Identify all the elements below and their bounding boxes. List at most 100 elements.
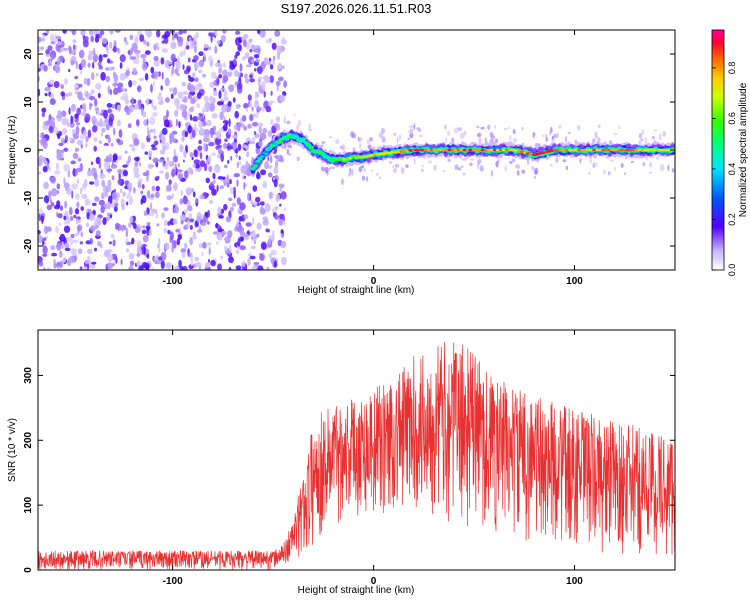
spectrogram-noise-speck bbox=[57, 110, 62, 119]
spectrogram-noise-speck bbox=[129, 34, 134, 40]
spectrogram-faint-speck bbox=[640, 133, 643, 138]
spectrogram-noise-speck bbox=[227, 100, 232, 107]
spectrogram-noise-speck bbox=[107, 136, 111, 144]
spectrogram-noise-speck bbox=[84, 198, 91, 206]
spectrogram-noise-speck bbox=[43, 65, 48, 72]
spectrogram-noise-speck bbox=[196, 102, 201, 109]
spectrogram-noise-speck bbox=[188, 264, 194, 270]
spectrogram-faint-speck bbox=[358, 166, 363, 173]
spectrogram-noise-speck bbox=[216, 77, 220, 85]
spectrogram-noise-speck bbox=[253, 130, 257, 136]
spectrogram-noise-speck bbox=[245, 77, 250, 84]
spectrogram-noise-speck bbox=[108, 153, 113, 160]
spectrogram-noise-speck bbox=[63, 182, 70, 189]
spectrogram-noise-speck bbox=[227, 230, 233, 239]
spectrogram-noise-speck bbox=[91, 261, 97, 265]
spectrogram-noise-speck bbox=[256, 222, 262, 230]
spectrogram-noise-speck bbox=[77, 157, 82, 162]
spectrogram-noise-speck bbox=[188, 77, 195, 82]
spectrogram-noise-speck bbox=[149, 202, 153, 211]
spectrogram-noise-speck bbox=[214, 137, 222, 146]
spectrogram-faint-speck bbox=[552, 135, 554, 140]
spectrogram-noise-speck bbox=[189, 152, 194, 158]
spectrogram-noise-speck bbox=[38, 171, 42, 175]
spectrogram-noise-speck bbox=[261, 107, 265, 112]
spectrogram-noise-speck bbox=[164, 242, 170, 251]
spectrogram-noise-speck bbox=[216, 130, 222, 140]
spectrogram-faint-speck bbox=[477, 133, 481, 137]
spectrogram-noise-speck bbox=[138, 77, 145, 81]
spectrogram-noise-speck bbox=[234, 54, 238, 59]
spectrogram-noise-speck bbox=[238, 155, 241, 161]
spectrogram-noise-speck bbox=[95, 82, 102, 91]
spectrogram-noise-speck bbox=[221, 176, 226, 180]
spectrogram-noise-speck bbox=[177, 91, 184, 100]
spectrogram-noise-speck bbox=[223, 237, 230, 242]
spectrogram-noise-speck bbox=[188, 213, 193, 220]
spectrogram-noise-speck bbox=[173, 33, 179, 39]
spectrogram-noise-speck bbox=[257, 76, 264, 80]
spectrogram-noise-speck bbox=[104, 161, 110, 170]
spectrogram-noise-speck bbox=[125, 231, 128, 238]
spectrogram-noise-speck bbox=[180, 190, 183, 196]
spectrogram-noise-speck bbox=[68, 68, 71, 73]
spectrogram-noise-speck bbox=[212, 179, 216, 184]
spectrogram-noise-speck bbox=[66, 187, 72, 195]
spectrogram-noise-speck bbox=[238, 216, 243, 222]
snr-y-axis-label: SNR (10 * v/v) bbox=[7, 418, 18, 482]
spectrogram-noise-speck bbox=[268, 235, 273, 239]
spectrogram-noise-speck bbox=[168, 179, 172, 186]
spectrogram-noise-speck bbox=[179, 144, 184, 153]
spectrogram-noise-speck bbox=[107, 85, 111, 94]
spectrogram-noise-speck bbox=[254, 68, 257, 72]
spectrogram-noise-speck bbox=[171, 168, 176, 177]
x-tick-label: 0 bbox=[371, 276, 377, 287]
spectrogram-noise-speck bbox=[226, 174, 230, 184]
spectrogram-noise-speck bbox=[192, 72, 196, 78]
spectrogram-noise-speck bbox=[283, 80, 287, 88]
spectrogram-noise-speck bbox=[153, 127, 157, 135]
spectrogram-noise-speck bbox=[98, 140, 102, 145]
spectrogram-noise-speck bbox=[142, 62, 148, 71]
spectrogram-noise-speck bbox=[43, 181, 49, 190]
spectrogram-noise-speck bbox=[182, 265, 188, 270]
spectrogram-noise-speck bbox=[38, 88, 41, 97]
spectrogram-noise-speck bbox=[182, 64, 185, 70]
spectrogram-noise-speck bbox=[243, 233, 249, 238]
spectrogram-noise-speck bbox=[270, 90, 273, 96]
spectrogram-ridge-core bbox=[272, 142, 278, 146]
spectrogram-noise-speck bbox=[99, 243, 103, 249]
spectrogram-faint-speck bbox=[508, 134, 512, 141]
spectrogram-faint-speck bbox=[515, 164, 520, 169]
spectrogram-noise-speck bbox=[156, 259, 162, 265]
spectrogram-noise-speck bbox=[86, 212, 90, 220]
spectrogram-noise-speck bbox=[161, 127, 168, 135]
spectrogram-noise-speck bbox=[270, 119, 274, 125]
spectrogram-noise-speck bbox=[164, 161, 169, 170]
spectrogram-noise-speck bbox=[109, 88, 112, 96]
spectrogram-noise-speck bbox=[87, 248, 93, 255]
spectrogram-noise-speck bbox=[120, 258, 123, 265]
spectrogram-noise-speck bbox=[235, 71, 241, 78]
spectrogram-noise-speck bbox=[48, 190, 52, 199]
spectrogram-noise-speck bbox=[203, 53, 206, 62]
spectrogram-y-ticks: -20 -10 0 10 20 bbox=[23, 48, 675, 253]
spectrogram-noise-speck bbox=[82, 182, 87, 190]
spectrogram-noise-speck bbox=[90, 89, 95, 95]
spectrogram-noise-speck bbox=[48, 79, 55, 85]
spectrogram-noise-speck bbox=[59, 149, 64, 154]
spectrogram-noise-speck bbox=[201, 222, 207, 226]
spectrogram-noise-speck bbox=[255, 111, 259, 119]
spectrogram-faint-speck bbox=[408, 130, 413, 133]
spectrogram-noise-speck bbox=[88, 30, 94, 36]
spectrogram-ridge-core bbox=[263, 150, 269, 154]
spectrogram-noise-speck bbox=[223, 142, 227, 149]
spectrogram-noise-speck bbox=[262, 219, 269, 226]
spectrogram-noise-speck bbox=[182, 96, 188, 103]
spectrogram-faint-speck bbox=[409, 133, 414, 139]
spectrogram-noise-speck bbox=[189, 237, 193, 246]
spectrogram-noise-speck bbox=[177, 163, 180, 168]
spectrogram-noise-speck bbox=[133, 165, 139, 175]
spectrogram-noise-speck bbox=[127, 182, 133, 192]
